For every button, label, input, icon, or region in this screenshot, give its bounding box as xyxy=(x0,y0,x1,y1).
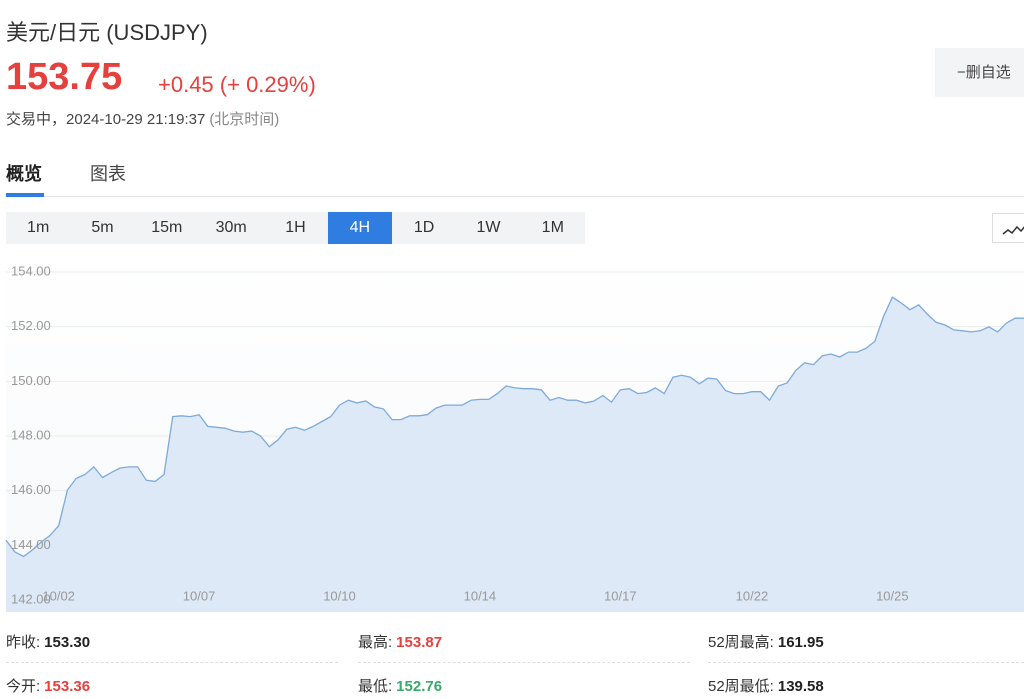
y-tick-label: 154.00 xyxy=(11,263,51,278)
stat-label: 最高: xyxy=(358,634,393,651)
y-tick-label: 150.00 xyxy=(11,373,51,388)
price-change: +0.45 (+ 0.29%) xyxy=(158,72,316,97)
stat-value: 153.30 xyxy=(44,634,91,651)
status: 交易中， xyxy=(6,111,67,128)
x-tick-label: 10/17 xyxy=(604,588,637,603)
timeframe-button[interactable]: 4H xyxy=(327,212,392,244)
divider xyxy=(708,662,1024,663)
stat-label: 最低: xyxy=(358,678,393,695)
stat-value: 153.87 xyxy=(396,634,443,651)
stat: 52周最低: 139.58 xyxy=(708,675,824,696)
timeframe-button[interactable]: 15m xyxy=(151,219,183,236)
status-line: 交易中，2024-10-29 21:19:37 (北京时间) xyxy=(6,108,279,129)
x-tick-label: 10/02 xyxy=(42,588,75,603)
timeframe-button[interactable]: 1M xyxy=(541,219,564,236)
watchlist-button[interactable]: −删自选 xyxy=(935,48,1024,97)
x-tick-label: 10/22 xyxy=(736,588,769,603)
stat-label: 52周最低: xyxy=(708,678,774,695)
stat-value: 152.76 xyxy=(396,678,443,695)
tab-indicator xyxy=(6,193,44,197)
stat-value: 139.58 xyxy=(777,678,824,695)
timeframe-button[interactable]: 30m xyxy=(215,219,247,236)
timeframe-button[interactable]: 1H xyxy=(285,219,306,236)
stat-label: 今开: xyxy=(6,678,41,695)
stat-value: 161.95 xyxy=(777,634,824,651)
stat: 昨收: 153.30 xyxy=(6,631,90,652)
timeframe-button[interactable]: 1m xyxy=(27,219,50,236)
tab-divider xyxy=(6,196,1024,197)
area xyxy=(6,297,1024,612)
pair-title: 美元/日元 (USDJPY) xyxy=(6,20,208,45)
stat: 今开: 153.36 xyxy=(6,675,90,696)
x-tick-label: 10/10 xyxy=(323,588,356,603)
stat: 52周最高: 161.95 xyxy=(708,631,824,652)
x-tick-label: 10/25 xyxy=(876,588,909,603)
stat: 最高: 153.87 xyxy=(358,631,442,652)
timeframe-button[interactable]: 1D xyxy=(413,219,435,236)
stat: 最低: 152.76 xyxy=(358,675,442,696)
divider xyxy=(6,662,338,663)
stat-label: 昨收: xyxy=(6,634,41,651)
timeframe-button[interactable]: 1W xyxy=(476,219,501,236)
timeframe-button[interactable]: 5m xyxy=(91,219,114,236)
x-tick-label: 10/14 xyxy=(464,588,497,603)
line xyxy=(5,296,1024,558)
divider xyxy=(358,662,690,663)
x-tick-label: 10/07 xyxy=(183,588,216,603)
y-tick-label: 142.00 xyxy=(11,591,51,606)
stat-label: 52周最高: xyxy=(708,634,774,651)
y-tick-label: 146.00 xyxy=(11,482,51,497)
stat-value: 153.36 xyxy=(44,678,91,695)
y-tick-label: 148.00 xyxy=(11,427,51,442)
tab[interactable]: 概览 xyxy=(6,164,42,184)
price: 153.75 xyxy=(6,56,123,98)
tab[interactable]: 图表 xyxy=(90,164,126,184)
y-tick-label: 152.00 xyxy=(11,318,51,333)
timestamp: 2024-10-29 21:19:37 xyxy=(66,111,206,128)
timezone: (北京时间) xyxy=(209,111,280,128)
chart-type-icon xyxy=(1002,225,1024,235)
timeframe-bar: 1m 5m 15m 30m 1H 4H 1D 1W 1M xyxy=(6,212,585,244)
y-tick-label: 144.00 xyxy=(11,537,51,552)
chart-type-button[interactable] xyxy=(992,213,1024,243)
